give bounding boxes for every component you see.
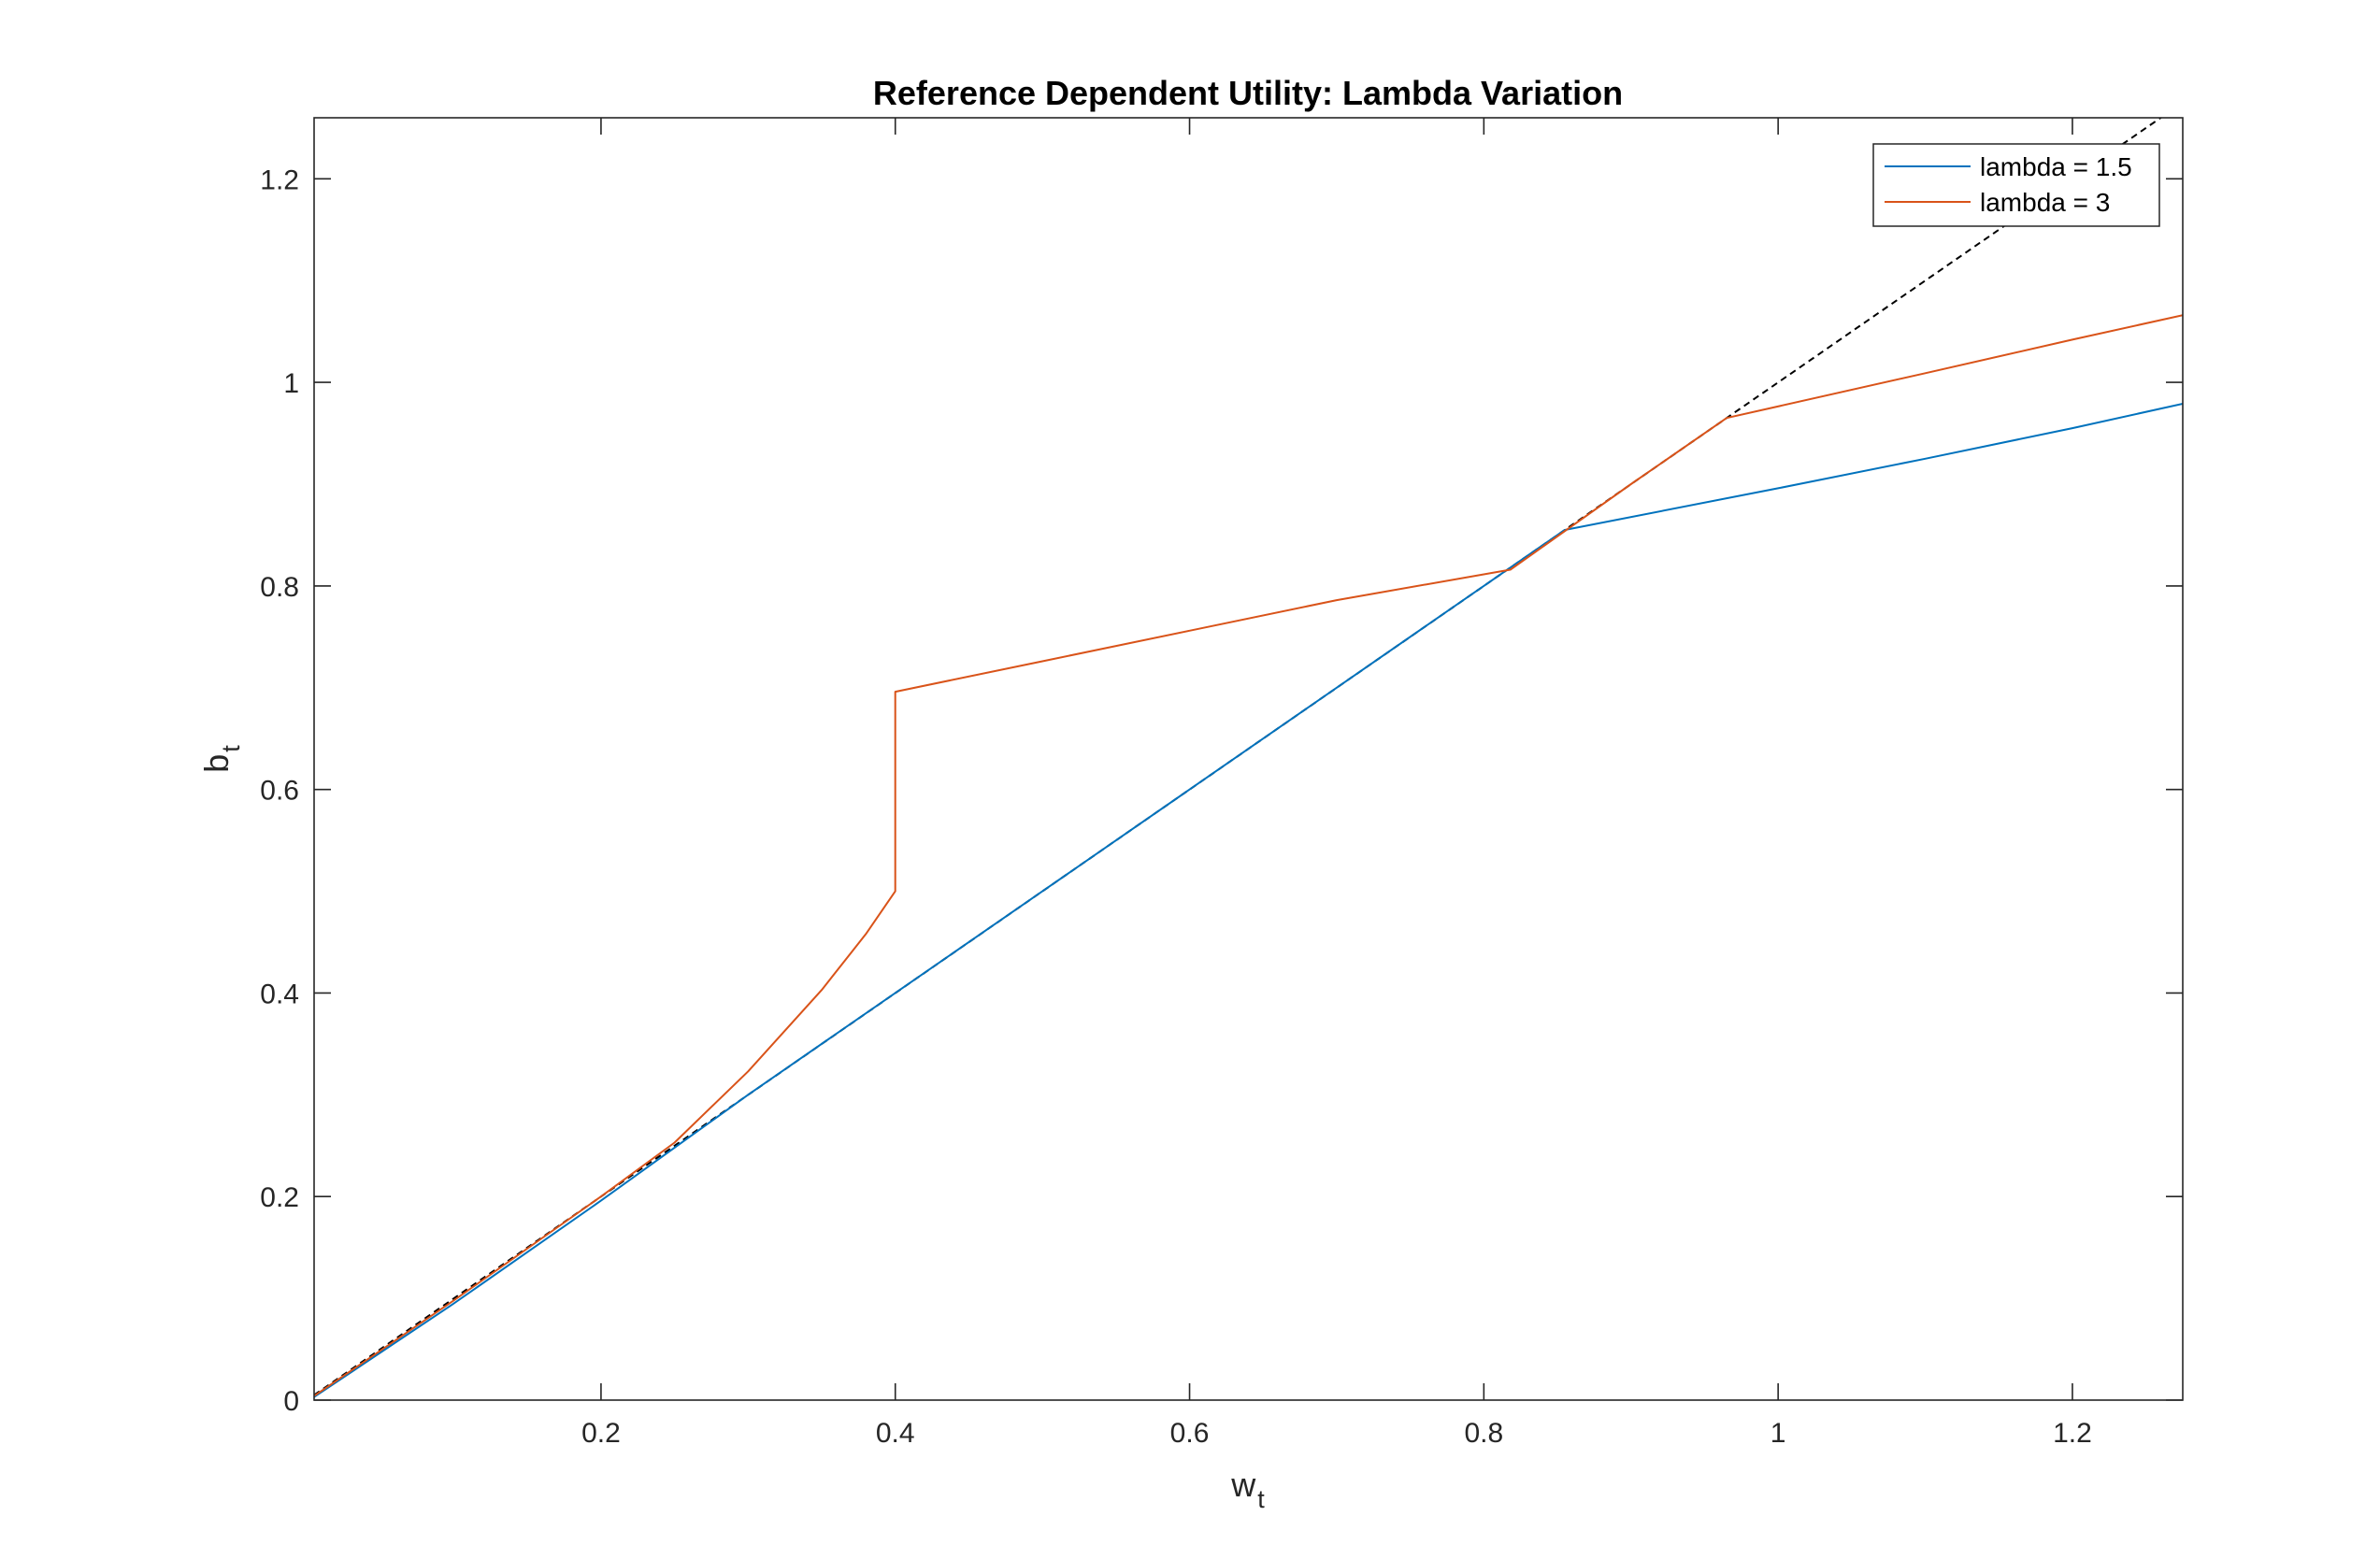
y-tick-label: 0.8	[260, 572, 299, 603]
x-tick-label: 0.8	[1464, 1418, 1503, 1449]
y-tick-label: 1.2	[260, 164, 299, 195]
series-line-0	[314, 403, 2183, 1398]
x-tick-label: 0.4	[876, 1418, 915, 1449]
x-tick-label: 1.2	[2053, 1418, 2092, 1449]
axes-box	[314, 118, 2183, 1400]
chart-title: Reference Dependent Utility: Lambda Vari…	[873, 74, 1623, 112]
legend[interactable]: lambda = 1.5 lambda = 3	[1872, 143, 2160, 227]
y-tick-label: 1	[283, 368, 299, 399]
x-tick-label: 1	[1771, 1418, 1786, 1449]
axes-frame	[313, 117, 2184, 1401]
tick-layer: 0.2 0.4 0.6 0.8 1 1.2 0 0.2 0.4 0.6 0.8 1 1.2	[260, 118, 2183, 1449]
x-axis-label: wt	[1230, 1466, 1265, 1513]
y-tick-label: 0	[283, 1386, 299, 1417]
y-tick-label: 0.6	[260, 776, 299, 807]
y-axis-label: bt	[197, 745, 245, 773]
series-line-1	[314, 314, 2183, 1397]
y-tick-label: 0.4	[260, 979, 299, 1009]
legend-label-lambda-1-5: lambda = 1.5	[1980, 152, 2132, 181]
series-layer	[314, 118, 2183, 1398]
legend-label-lambda-3: lambda = 3	[1980, 188, 2110, 217]
y-tick-label: 0.2	[260, 1182, 299, 1213]
x-tick-label: 0.6	[1170, 1418, 1210, 1449]
legend-box	[1872, 143, 2160, 227]
x-tick-label: 0.2	[581, 1418, 621, 1449]
